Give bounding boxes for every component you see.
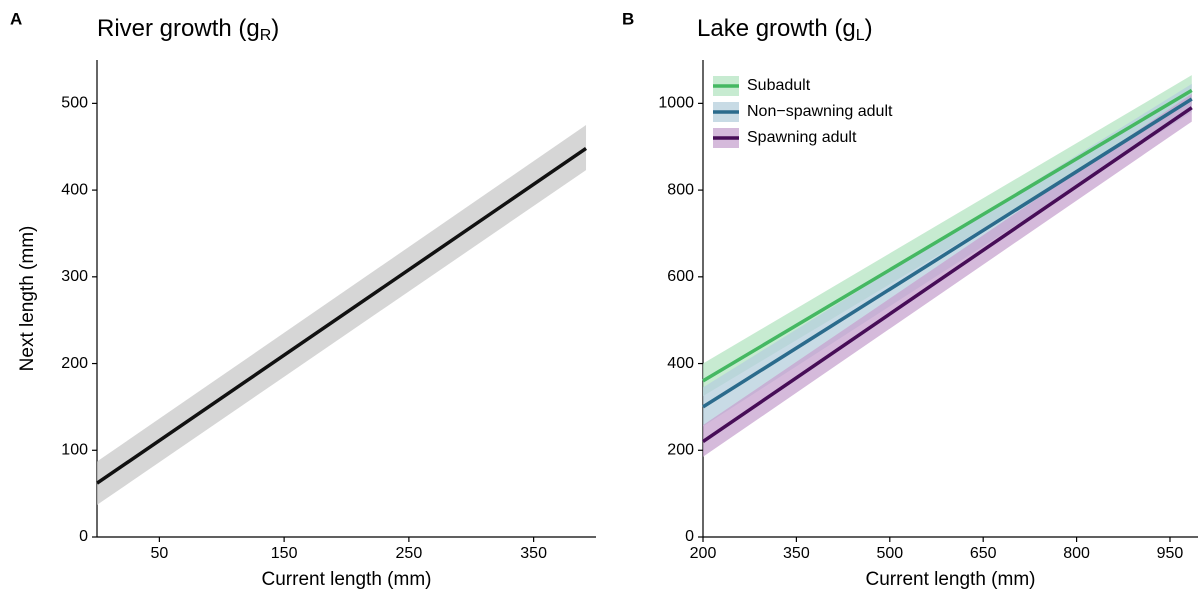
title-part: L [856, 27, 865, 44]
x-axis-label: Current length (mm) [866, 569, 1036, 590]
legend-label: Spawning adult [747, 129, 857, 146]
x-tick-label: 200 [690, 545, 717, 562]
x-tick-label: 250 [396, 545, 423, 562]
y-tick-label: 500 [61, 95, 88, 112]
y-tick-label: 200 [61, 355, 88, 372]
y-axis-label: Next length (mm) [17, 226, 38, 372]
panel-label: A [10, 9, 22, 28]
x-tick-label: 350 [520, 545, 547, 562]
x-tick-label: 350 [783, 545, 810, 562]
legend-label: Non−spawning adult [747, 103, 893, 120]
y-tick-label: 200 [667, 441, 694, 458]
y-tick-label: 0 [685, 528, 694, 545]
title-part: Lake growth (g [697, 15, 856, 42]
x-axis-label: Current length (mm) [262, 569, 432, 590]
panel-label: B [622, 9, 634, 28]
title-part: ) [865, 15, 873, 42]
y-tick-label: 400 [667, 355, 694, 372]
title-part: R [260, 27, 272, 44]
x-tick-label: 50 [150, 545, 168, 562]
series-line [702, 88, 1193, 383]
y-tick-label: 400 [61, 181, 88, 198]
x-tick-label: 500 [876, 545, 903, 562]
series-line [702, 97, 1193, 409]
x-tick-label: 150 [271, 545, 298, 562]
title-part: River growth (g [97, 15, 260, 42]
y-tick-label: 0 [79, 528, 88, 545]
chart-title: Lake growth (gL) [697, 15, 873, 44]
y-tick-label: 600 [667, 268, 694, 285]
x-tick-label: 650 [970, 545, 997, 562]
y-tick-label: 1000 [658, 95, 694, 112]
chart-title: River growth (gR) [97, 15, 279, 44]
series-line [702, 106, 1193, 444]
confidence-band [703, 83, 1192, 427]
y-tick-label: 300 [61, 268, 88, 285]
y-tick-label: 800 [667, 181, 694, 198]
title-part: ) [271, 15, 279, 42]
legend-label: Subadult [747, 77, 811, 94]
x-tick-label: 800 [1063, 545, 1090, 562]
x-tick-label: 950 [1157, 545, 1184, 562]
y-tick-label: 100 [61, 441, 88, 458]
series-line [96, 147, 588, 485]
